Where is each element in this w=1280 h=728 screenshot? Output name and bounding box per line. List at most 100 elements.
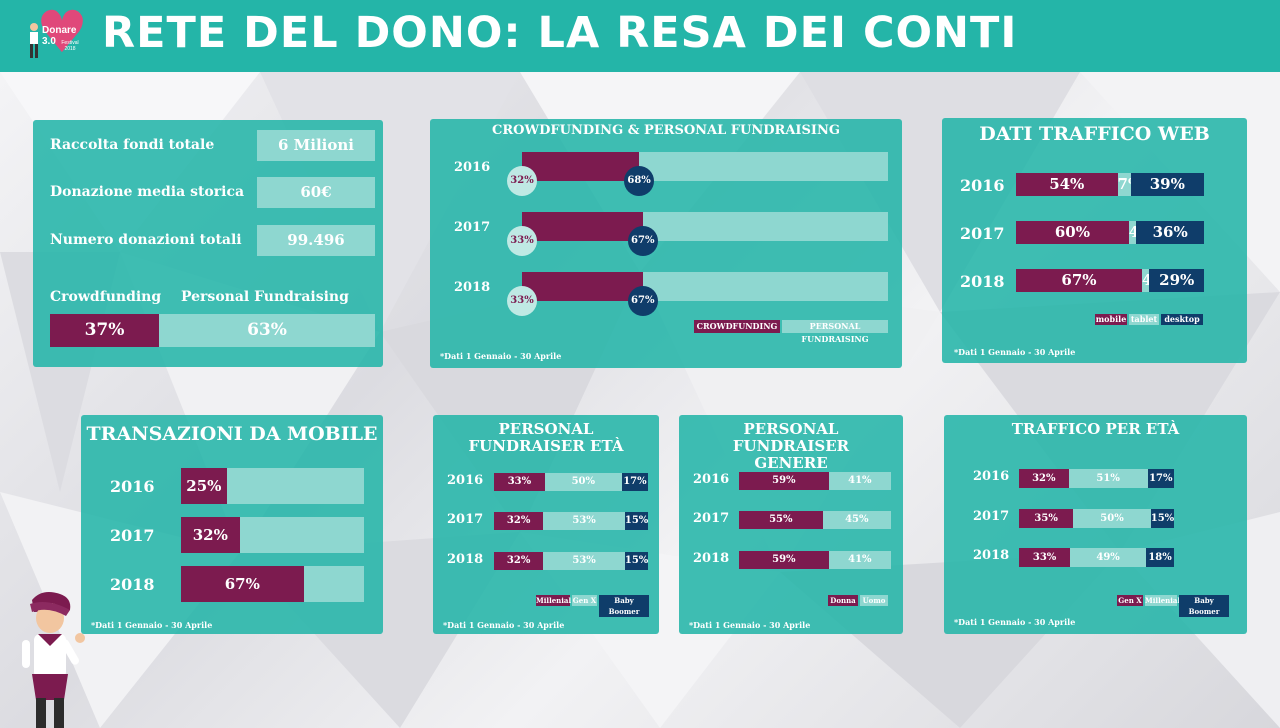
bar-personal-fundraising (639, 152, 888, 181)
category-label: 2018 (110, 575, 155, 594)
summary-label-2: Numero donazioni totali (50, 232, 242, 248)
bar-segment-baby-boomer: 17% (621, 473, 648, 491)
summary-label-0: Raccolta fondi totale (50, 137, 215, 153)
category-label: 2017 (960, 224, 1005, 243)
legend-babyboomer: Baby Boomer (1179, 595, 1229, 617)
bar-segment-uomo: 41% (828, 472, 891, 490)
footnote: *Dati 1 Gennaio - 30 Aprile (91, 620, 213, 630)
bar-segment-baby-boomer: 17% (1147, 469, 1174, 488)
bar-segment-millenial: 49% (1070, 548, 1147, 567)
bar-segment-desktop: 29% (1149, 269, 1204, 292)
category-label: 2017 (973, 509, 1010, 524)
legend-crowdfunding: CROWDFUNDING (694, 320, 780, 333)
data-label-crowdfunding: 33% (507, 286, 537, 316)
data-label-personal: 68% (624, 166, 655, 196)
category-label: 2018 (960, 272, 1005, 291)
bar-mobile: 67% (181, 566, 304, 602)
category-label: 2016 (454, 160, 491, 175)
bar-personal-fundraising (642, 272, 888, 301)
bar-segment-donna: 59% (739, 551, 829, 569)
footnote: *Dati 1 Gennaio - 30 Aprile (443, 620, 565, 630)
bar-segment-millenial: 50% (1073, 509, 1151, 528)
bar-segment-baby-boomer: 15% (1150, 509, 1174, 528)
traffico-eta-title: TRAFFICO PER ETÀ (1011, 420, 1180, 438)
footnote: *Dati 1 Gennaio - 30 Aprile (954, 347, 1076, 357)
data-label-crowdfunding: 33% (507, 226, 537, 256)
bar-segment-gen-x: 35% (1019, 509, 1074, 528)
logo-subtext: Festival 2018 (61, 40, 79, 52)
category-label: 2017 (447, 512, 484, 527)
pf-eta-title: PERSONAL FUNDRAISER ETÀ (468, 420, 624, 455)
bar-segment-millenial: 51% (1068, 469, 1148, 488)
legend-mobile: mobile (1095, 314, 1127, 325)
category-label: 2016 (110, 477, 155, 496)
bar-segment-mobile: 67% (1016, 269, 1142, 292)
header-bar: ♥ Donare 3.0 Festival 2018 RETE DEL DONO… (0, 0, 1280, 72)
category-label: 2017 (454, 220, 491, 235)
footnote: *Dati 1 Gennaio - 30 Aprile (689, 620, 811, 630)
bar-segment-desktop: 36% (1136, 221, 1204, 244)
pf-eta-panel: PERSONAL FUNDRAISER ETÀ 2016 33% 50% 17% 201… (433, 415, 659, 634)
traffico-web-title: DATI TRAFFICO WEB (979, 123, 1210, 145)
bar-personal-fundraising (642, 212, 888, 241)
person-icon (30, 23, 38, 58)
transazioni-mobile-panel: TRANSAZIONI DA MOBILE 2016 25% 2017 32% 2018… (81, 415, 383, 634)
transazioni-mobile-title: TRANSAZIONI DA MOBILE (86, 423, 378, 445)
bar-mobile: 32% (181, 517, 240, 553)
traffico-web-panel: DATI TRAFFICO WEB 201654%7%39%201760%4%3… (942, 118, 1247, 363)
bar-crowdfunding (522, 212, 643, 241)
data-label-personal: 67% (627, 286, 658, 316)
bar-mobile: 25% (181, 468, 227, 504)
bar-segment-gen-x: 50% (544, 473, 622, 491)
legend-desktop: desktop (1161, 314, 1203, 325)
pf-genere-title: PERSONAL FUNDRAISER GENERE (732, 420, 850, 472)
legend-donna: Donna (828, 595, 858, 606)
bar-segment-millenial: 32% (494, 512, 544, 530)
bar-segment-desktop: 39% (1130, 173, 1204, 196)
category-label: 2017 (110, 526, 155, 545)
legend-uomo: Uomo (860, 595, 888, 606)
category-label: 2018 (454, 280, 491, 295)
bar-segment-tablet: 4% (1141, 269, 1150, 292)
bar-segment-donna: 59% (739, 472, 829, 490)
category-label: 2018 (973, 548, 1010, 563)
crowdfunding-panel: CROWDFUNDING & PERSONAL FUNDRAISING 2016… (430, 119, 902, 368)
bar-segment-uomo: 45% (822, 511, 891, 529)
mascot-illustration (22, 592, 85, 728)
bar-crowdfunding (522, 152, 640, 181)
legend-genx: Gen X (1117, 595, 1143, 606)
bar-segment-baby-boomer: 15% (624, 552, 648, 570)
legend-millenial: Millenial (536, 595, 572, 606)
traffico-eta-panel: TRAFFICO PER ETÀ 2016 32% 51% 17% 2017 35% 50%… (944, 415, 1247, 634)
summary-panel: Raccolta fondi totale 6 Milioni Donazion… (33, 120, 383, 367)
bar-segment-gen-x: 53% (543, 512, 625, 530)
summary-value-0: 6 Milioni (257, 130, 375, 161)
logo-text: Donare 3.0 (42, 25, 77, 47)
page-title: RETE DEL DONO: LA RESA DEI CONTI (102, 8, 1018, 58)
bar-segment-millenial: 32% (494, 552, 544, 570)
bar-segment-mobile: 60% (1016, 221, 1129, 244)
bar-segment-millenial: 33% (494, 473, 545, 491)
category-label: 2016 (693, 472, 730, 487)
bar-segment-gen-x: 53% (543, 552, 625, 570)
legend-tablet: tablet (1129, 314, 1159, 325)
split-bar-crowdfunding: 37% (50, 314, 159, 347)
legend-personal-fundraising: PERSONAL FUNDRAISING (782, 320, 888, 344)
summary-value-2: 99.496 (257, 225, 375, 256)
bar-segment-tablet: 4% (1128, 221, 1137, 244)
footnote: *Dati 1 Gennaio - 30 Aprile (440, 351, 562, 361)
category-label: 2016 (973, 469, 1010, 484)
category-label: 2017 (693, 511, 730, 526)
bar-segment-donna: 55% (739, 511, 823, 529)
legend-babyboomer: Baby Boomer (599, 595, 649, 617)
bar-segment-tablet: 7% (1117, 173, 1131, 196)
summary-value-1: 60€ (257, 177, 375, 208)
bar-segment-baby-boomer: 15% (624, 512, 648, 530)
legend-millenial: Millenial (1145, 595, 1181, 606)
split-bar-personal: 63% (159, 314, 375, 347)
category-label: 2018 (693, 551, 730, 566)
summary-label-1: Donazione media storica (50, 184, 245, 200)
logo: ♥ Donare 3.0 Festival 2018 (28, 3, 92, 61)
category-label: 2016 (960, 176, 1005, 195)
category-label: 2016 (447, 473, 484, 488)
